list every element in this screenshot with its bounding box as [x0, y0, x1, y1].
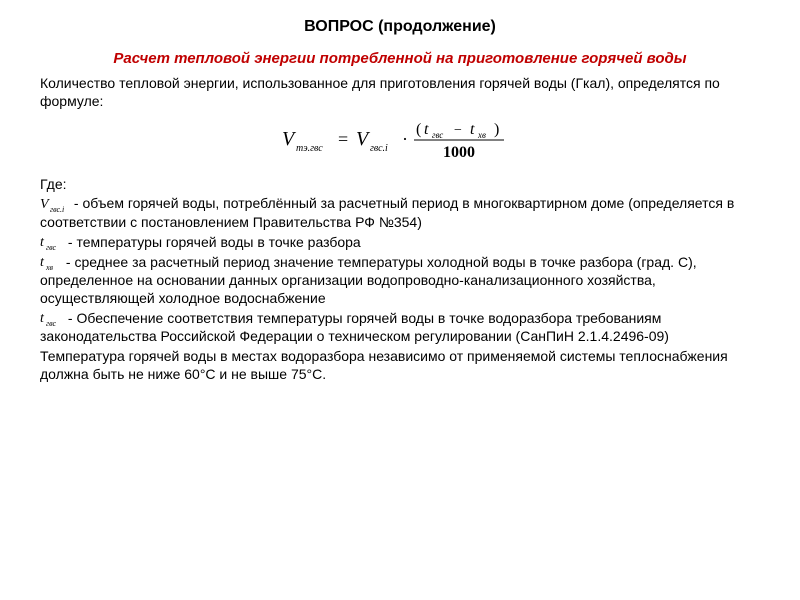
formula-rparen: )	[494, 121, 499, 138]
formula-num-t2: t	[470, 121, 475, 138]
symbol-icon: t гвс	[40, 234, 62, 252]
intro-text: Количество тепловой энергии, использован…	[40, 75, 760, 111]
formula-num-t2-sub: хв	[477, 130, 486, 140]
definition-row: t хв - среднее за расчетный период значе…	[40, 254, 760, 308]
svg-text:t: t	[40, 311, 45, 326]
definition-text: - температуры горячей воды в точке разбо…	[64, 234, 361, 250]
formula-lparen: (	[416, 121, 421, 138]
definition-row: V гвс.i - объем горячей воды, потреблённ…	[40, 195, 760, 231]
formula-num-t1-sub: гвс	[432, 130, 443, 140]
formula-lhs-base: V	[282, 128, 297, 150]
svg-text:гвс: гвс	[46, 319, 56, 328]
tail-text: Температура горячей воды в местах водора…	[40, 348, 760, 384]
svg-text:хв: хв	[45, 263, 54, 272]
definition-row: t гвс - температуры горячей воды в точке…	[40, 234, 760, 252]
formula-lhs-sub: тэ.гвс	[296, 143, 323, 154]
svg-text:гвс: гвс	[46, 243, 56, 252]
formula-equals: =	[338, 129, 348, 149]
definition-row: t гвс - Обеспечение соответствия темпера…	[40, 310, 760, 346]
formula-block: V тэ.гвс = V гвс.i · ( t гвс − t хв )	[40, 117, 760, 168]
symbol-icon: V гвс.i	[40, 196, 68, 214]
formula-rhs-v-sub: гвс.i	[370, 143, 388, 154]
formula-minus: −	[454, 123, 462, 138]
definition-text: - среднее за расчетный период значение т…	[40, 254, 697, 306]
formula-num-t1: t	[424, 121, 429, 138]
svg-text:V: V	[40, 197, 50, 212]
svg-text:t: t	[40, 235, 45, 250]
where-label: Где:	[40, 176, 760, 194]
formula-denominator: 1000	[443, 144, 475, 161]
formula-dot: ·	[402, 129, 408, 149]
svg-text:t: t	[40, 255, 45, 270]
symbol-icon: t гвс	[40, 310, 62, 328]
formula-rhs-v: V	[356, 128, 371, 150]
sub-title: Расчет тепловой энергии потребленной на …	[40, 50, 760, 69]
definition-text: - объем горячей воды, потреблённый за ра…	[40, 195, 734, 229]
definition-text: - Обеспечение соответствия температуры г…	[40, 310, 669, 344]
symbol-icon: t хв	[40, 254, 60, 272]
main-title: ВОПРОС (продолжение)	[40, 18, 760, 36]
svg-text:гвс.i: гвс.i	[50, 205, 64, 214]
